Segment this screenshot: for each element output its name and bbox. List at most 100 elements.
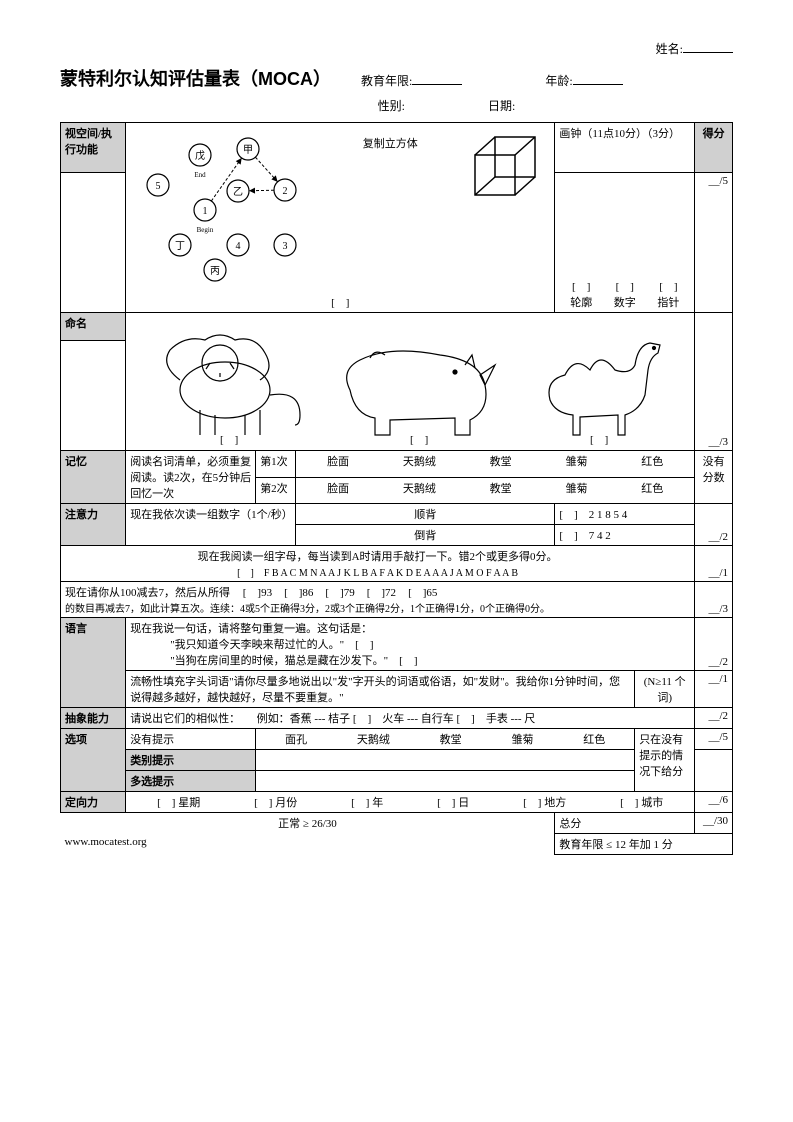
forward-label: 顺背 — [296, 504, 555, 525]
normal-range: 正常 ≥ 26/30 — [61, 813, 555, 834]
cube-label: 复制立方体 — [320, 135, 460, 151]
serial7-row: 现在请你从100减去7，然后从所得 [ ]93[ ]86[ ]79[ ]72[ … — [61, 582, 695, 618]
clock-check-2[interactable]: [ ] — [616, 278, 634, 294]
header-name-row: 姓名: — [60, 40, 733, 57]
svg-text:丙: 丙 — [210, 266, 220, 277]
education-field[interactable] — [412, 72, 462, 85]
memory-words-row1: 脸面天鹅绒教堂雏菊红色 — [296, 451, 695, 478]
repeat-row: 现在我说一句话，请将整句重复一遍。这句话是： "我只知道今天李映来帮过忙的人。"… — [126, 618, 695, 671]
name-field[interactable] — [683, 40, 733, 53]
svg-text:丁: 丁 — [175, 241, 185, 252]
sentence2: "当狗在房间里的时候，猫总是藏在沙发下。" [ ] — [170, 652, 690, 668]
tap-row: 现在我阅读一组字母，每当读到A时请用手敲打一下。错2个或更多得0分。 [ ] F… — [61, 546, 695, 582]
mc-cue-label: 多选提示 — [126, 771, 256, 792]
abstraction-score[interactable]: __/2 — [695, 708, 733, 729]
tap-instruction: 现在我阅读一组字母，每当读到A时请用手敲打一下。错2个或更多得0分。 — [65, 548, 690, 564]
name-label: 姓名: — [656, 42, 683, 56]
serial7-values: [ ]93[ ]86[ ]79[ ]72[ ]65 — [243, 587, 450, 599]
memory-words-row2: 脸面天鹅绒教堂雏菊红色 — [296, 477, 695, 504]
trail-and-cube-cell: 5 1 Begin 戊 End 甲乙 2 丁 4 3 丙 复制立方体 [ ] — [126, 123, 555, 313]
title-row: 蒙特利尔认知评估量表（MOCA） 教育年限: 年龄: — [60, 65, 733, 91]
total-label: 总分 — [555, 813, 695, 834]
backward-digits: [ ] 7 4 2 — [555, 525, 695, 546]
category-cue-cells — [256, 750, 635, 771]
score-header: 得分 — [695, 123, 733, 173]
visuospatial-score[interactable]: __/5 — [695, 173, 733, 313]
forward-digits: [ ] 2 1 8 5 4 — [555, 504, 695, 525]
svg-text:3: 3 — [283, 241, 288, 252]
section-memory: 记忆 — [61, 451, 126, 504]
visuospatial-spacer — [61, 173, 126, 313]
clock-item-3: 指针 — [657, 294, 679, 310]
recall-score-spacer — [695, 750, 733, 792]
svg-text:乙: 乙 — [233, 186, 243, 198]
footer-url: www.mocatest.org — [65, 836, 147, 848]
recall-note: 只在没有提示的情况下给分 — [635, 729, 695, 792]
animals-svg: [ ] [ ] [ ] — [130, 315, 690, 445]
memory-instruction: 阅读名词清单，必须重复阅读。读2次，在5分钟后回忆一次 — [126, 451, 256, 504]
clock-check-1[interactable]: [ ] — [572, 278, 590, 294]
recall-score[interactable]: __/5 — [695, 729, 733, 750]
section-attention: 注意力 — [61, 504, 126, 546]
svg-text:[ ]: [ ] — [590, 434, 608, 445]
abstraction-instruction: 请说出它们的相似性： 例如：香蕉 --- 桔子 [ ] 火车 --- 自行车 [… — [126, 708, 695, 729]
naming-score[interactable]: __/3 — [695, 313, 733, 451]
backward-label: 倒背 — [296, 525, 555, 546]
fluency-score[interactable]: __/1 — [695, 671, 733, 708]
digit-instruction: 现在我依次读一组数字（1个/秒） — [126, 504, 296, 546]
naming-animals-cell: [ ] [ ] [ ] — [126, 313, 695, 451]
clock-instruction: 画钟（11点10分）（3分） — [555, 123, 695, 173]
category-cue-label: 类别提示 — [126, 750, 256, 771]
tap-letters: [ ] F B A C M N A A J K L B A F A K D E … — [65, 564, 690, 579]
svg-text:5: 5 — [156, 181, 161, 192]
section-orientation: 定向力 — [61, 792, 126, 813]
tap-score[interactable]: __/1 — [695, 546, 733, 582]
mc-cue-cells — [256, 771, 635, 792]
orientation-items: [ ] 星期[ ] 月份[ ] 年[ ] 日[ ] 地方[ ] 城市 — [126, 792, 695, 813]
naming-spacer — [61, 341, 126, 451]
svg-text:2: 2 — [283, 186, 288, 197]
svg-text:End: End — [195, 171, 207, 179]
clock-items-cell: [ ] [ ] [ ] 轮廓 数字 指针 — [555, 173, 695, 313]
serial7-score[interactable]: __/3 — [695, 582, 733, 618]
header-row3: 性别: 日期: — [160, 97, 733, 114]
section-visuospatial: 视空间/执行功能 — [61, 123, 126, 173]
svg-text:[ ]: [ ] — [410, 434, 428, 445]
repeat-instruction: 现在我说一句话，请将整句重复一遍。这句话是： — [130, 620, 690, 636]
trail-making-diagram: 5 1 Begin 戊 End 甲乙 2 丁 4 3 丙 — [130, 125, 320, 290]
memory-trial2: 第2次 — [256, 477, 296, 504]
svg-text:Begin: Begin — [197, 226, 214, 234]
section-abstraction: 抽象能力 — [61, 708, 126, 729]
section-language: 语言 — [61, 618, 126, 708]
total-score[interactable]: __/30 — [695, 813, 733, 834]
cube-diagram — [460, 125, 550, 215]
clock-item-2: 数字 — [614, 294, 636, 310]
svg-text:戊: 戊 — [195, 150, 205, 162]
sentence1: "我只知道今天李映来帮过忙的人。" [ ] — [170, 636, 690, 652]
education-bonus: 教育年限 ≤ 12 年加 1 分 — [555, 834, 733, 855]
age-label: 年龄: — [545, 74, 572, 88]
section-delayed: 选项 — [61, 729, 126, 792]
svg-text:甲: 甲 — [243, 145, 253, 156]
date-label: 日期: — [488, 99, 515, 113]
age-field[interactable] — [573, 72, 623, 85]
serial7-instruction-part2: 的数目再减去7，如此计算五次。连续：4或5个正确得3分，2或3个正确得2分，1个… — [65, 600, 690, 615]
orientation-score[interactable]: __/6 — [695, 792, 733, 813]
page-title: 蒙特利尔认知评估量表（MOCA） — [60, 65, 331, 91]
svg-text:1: 1 — [203, 206, 208, 217]
repeat-score[interactable]: __/2 — [695, 618, 733, 671]
trail-checkbox[interactable]: [ ] — [331, 294, 349, 310]
fluency-instruction: 流畅性填充字头词语"请你尽量多地说出以"发"字开头的词语或俗语，如"发财"。我给… — [126, 671, 635, 708]
education-label: 教育年限: — [361, 74, 412, 88]
section-naming: 命名 — [61, 313, 126, 341]
footer-url-cell: www.mocatest.org — [61, 834, 555, 855]
digit-score[interactable]: __/2 — [695, 504, 733, 546]
memory-noscore: 没有分数 — [695, 451, 733, 504]
serial7-instruction-part1: 现在请你从100减去7，然后从所得 — [65, 587, 230, 599]
clock-item-1: 轮廓 — [570, 294, 592, 310]
sex-label: 性别: — [378, 99, 405, 113]
clock-check-3[interactable]: [ ] — [659, 278, 677, 294]
fluency-criteria: (N≥11 个词) — [635, 671, 695, 708]
recall-words-row: 面孔天鹅绒教堂雏菊红色 — [256, 729, 635, 750]
svg-text:4: 4 — [236, 241, 241, 252]
